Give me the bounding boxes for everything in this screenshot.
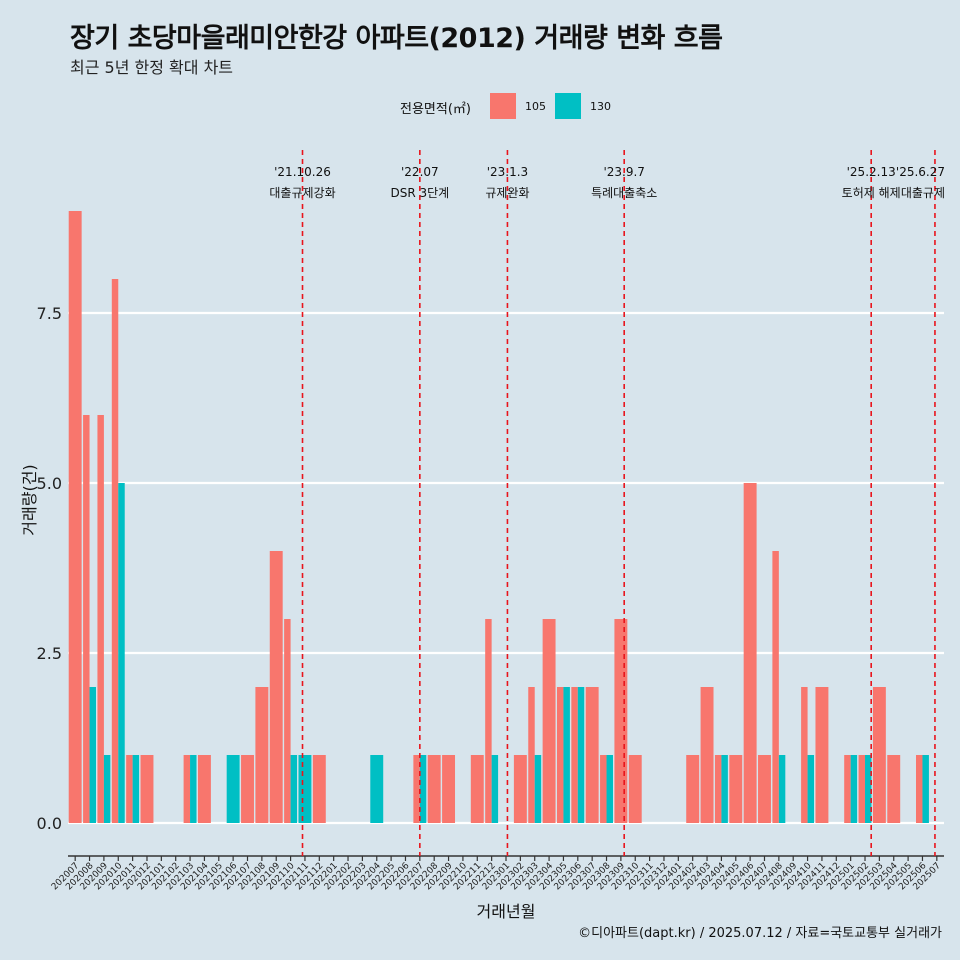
event-label: 대출규제강화 <box>269 186 335 200</box>
bar-130 <box>290 755 298 823</box>
bar-105 <box>197 755 211 823</box>
x-axis-label: 거래년월 <box>476 902 536 921</box>
bar-105 <box>427 755 441 823</box>
bar-105 <box>815 687 829 823</box>
event-date: '22.07 <box>401 165 439 179</box>
bar-105 <box>628 755 642 823</box>
bar-105 <box>542 619 556 823</box>
bar-105 <box>600 755 607 823</box>
bar-130 <box>577 687 585 823</box>
bar-105 <box>442 755 456 823</box>
bar-130 <box>922 755 929 823</box>
bar-105 <box>183 755 191 823</box>
bar-105 <box>528 687 535 823</box>
legend-title: 전용면적(㎡) <box>400 102 471 117</box>
bar-130 <box>865 755 872 823</box>
event-date: '21.10.26 <box>274 165 331 179</box>
bar-105 <box>571 687 578 823</box>
bar-105 <box>312 755 326 823</box>
chart-title: 장기 초당마을래미안한강 아파트(2012) 거래량 변화 흐름 <box>70 23 723 54</box>
bar-130 <box>190 755 197 823</box>
legend-swatch-105 <box>490 93 516 119</box>
bar-105 <box>111 279 119 823</box>
legend-label-105: 105 <box>525 100 546 113</box>
bar-130 <box>370 755 384 823</box>
bar-105 <box>844 755 851 823</box>
bar-105 <box>68 211 82 823</box>
bar-130 <box>807 755 815 823</box>
bar-130 <box>226 755 240 823</box>
event-label: 규제완화 <box>485 186 529 200</box>
bar-105 <box>513 755 527 823</box>
bar-105 <box>686 755 700 823</box>
legend: 전용면적(㎡) 105 130 <box>0 92 960 122</box>
y-tick-label: 5.0 <box>37 474 62 493</box>
legend-swatch-130 <box>555 93 581 119</box>
event-date: '23.1.3 <box>487 165 528 179</box>
bar-105 <box>413 755 420 823</box>
y-tick-label: 2.5 <box>37 644 62 663</box>
bar-130 <box>563 687 570 823</box>
bar-105 <box>743 483 757 823</box>
bar-105 <box>97 415 104 823</box>
source-caption: ©디아파트(dapt.kr) / 2025.07.12 / 자료=국토교통부 실… <box>578 926 942 941</box>
event-label: 대출규제 <box>901 186 945 200</box>
bar-105 <box>915 755 923 823</box>
bar-105 <box>556 687 564 823</box>
bar-130 <box>534 755 542 823</box>
bar-105 <box>241 755 254 823</box>
bar-105 <box>858 755 866 823</box>
bar-105 <box>470 755 484 823</box>
bar-105 <box>140 755 154 823</box>
bar-105 <box>614 619 628 823</box>
event-label: 토허제 해제 <box>842 186 901 200</box>
bar-130 <box>298 755 312 823</box>
bar-105 <box>83 415 90 823</box>
bar-105 <box>700 687 714 823</box>
bar-105 <box>126 755 133 823</box>
bar-130 <box>850 755 858 823</box>
bar-130 <box>606 755 613 823</box>
y-axis-label: 거래량(건) <box>20 464 39 536</box>
event-date: '25.6.27 <box>896 165 945 179</box>
bar-105 <box>801 687 808 823</box>
bar-130 <box>491 755 499 823</box>
y-tick-label: 7.5 <box>37 304 62 323</box>
bar-105 <box>772 551 779 823</box>
bar-105 <box>269 551 283 823</box>
bar-130 <box>778 755 786 823</box>
bar-105 <box>255 687 269 823</box>
bar-105 <box>284 619 291 823</box>
bar-105 <box>714 755 722 823</box>
chart-subtitle: 최근 5년 한정 확대 차트 <box>70 58 234 77</box>
bar-130 <box>118 483 125 823</box>
event-date: '23.9.7 <box>603 165 644 179</box>
bar-105 <box>729 755 743 823</box>
bar-130 <box>89 687 97 823</box>
event-label: DSR 3단계 <box>390 186 449 200</box>
legend-label-130: 130 <box>590 100 611 113</box>
bar-105 <box>887 755 901 823</box>
bar-130 <box>419 755 427 823</box>
bar-130 <box>103 755 111 823</box>
bar-105 <box>485 619 492 823</box>
bar-105 <box>758 755 771 823</box>
bar-130 <box>721 755 728 823</box>
y-tick-label: 0.0 <box>37 814 62 833</box>
bar-105 <box>872 687 886 823</box>
bar-105 <box>585 687 599 823</box>
bar-130 <box>132 755 140 823</box>
event-date: '25.2.13 <box>847 165 896 179</box>
event-label: 특례대출축소 <box>591 186 657 200</box>
